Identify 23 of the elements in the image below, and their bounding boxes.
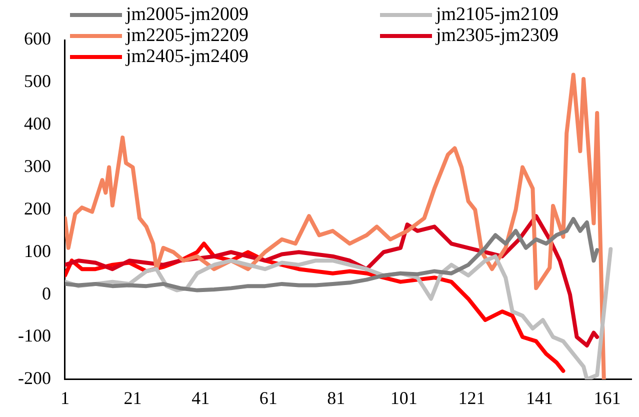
x-tick-label: 41	[192, 388, 210, 408]
x-tick-label: 61	[259, 388, 278, 408]
legend-label: jm2205-jm2209	[124, 25, 250, 46]
y-tick-label: -100	[18, 326, 51, 346]
x-tick-label: 21	[124, 388, 142, 408]
y-tick-label: 200	[24, 198, 51, 218]
y-tick-label: 400	[24, 114, 51, 134]
x-tick-label: 101	[390, 388, 418, 408]
legend-label: jm2105-jm2109	[434, 4, 560, 25]
x-tick-label: 1	[60, 388, 70, 408]
y-tick-label: 0	[42, 283, 51, 304]
y-tick-label: 600	[24, 28, 51, 49]
legend-label: jm2405-jm2409	[124, 46, 250, 67]
y-tick-label: 100	[24, 240, 51, 261]
y-tick-label: -200	[18, 368, 51, 388]
x-tick-label: 141	[526, 388, 553, 408]
x-tick-label: 121	[458, 388, 486, 408]
y-tick-label: 300	[24, 156, 51, 176]
legend-label: jm2005-jm2009	[124, 4, 250, 25]
legend-label: jm2305-jm2309	[434, 25, 560, 46]
y-tick-label: 500	[24, 71, 51, 92]
x-tick-label: 81	[327, 388, 346, 408]
x-tick-label: 161	[594, 388, 621, 408]
